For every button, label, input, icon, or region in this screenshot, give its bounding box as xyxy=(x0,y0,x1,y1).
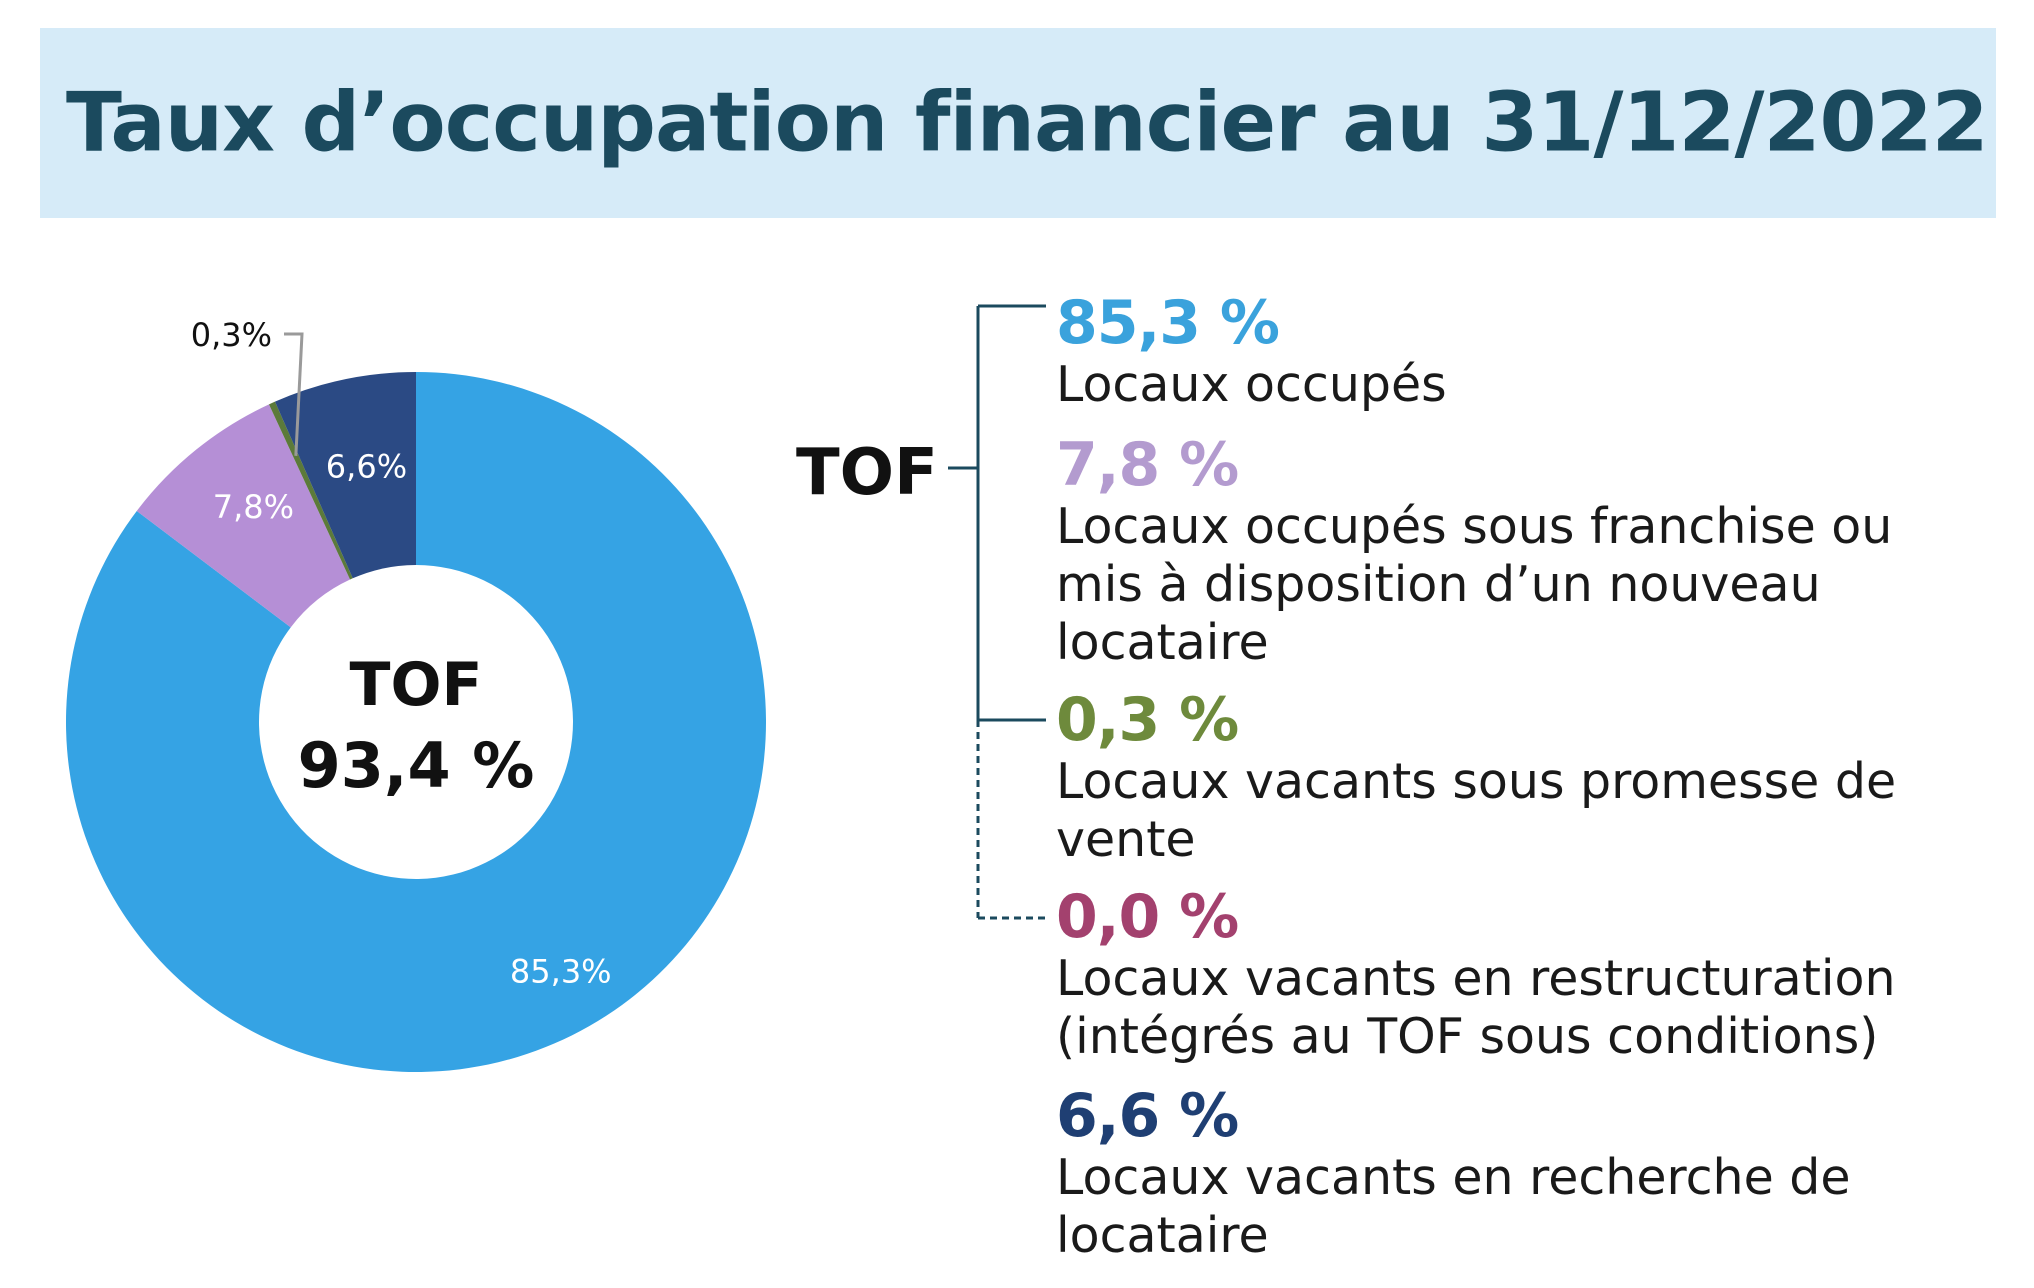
legend-label: mis à disposition d’un nouveau xyxy=(1056,556,1821,613)
slice-label-promesse: 0,3% xyxy=(191,316,272,354)
legend-label: Locaux occupés sous franchise ou xyxy=(1056,498,1893,555)
slice-occupes xyxy=(65,372,767,1073)
legend-value: 0,0 % xyxy=(1056,882,1239,952)
legend-label: Locaux vacants en restructuration xyxy=(1056,950,1896,1007)
legend-label: locataire xyxy=(1056,614,1269,671)
legend-tof-label: TOF xyxy=(796,436,938,510)
legend-bracket xyxy=(948,304,1046,920)
legend-item-recherche: 6,6 % Locaux vacants en recherche de loc… xyxy=(1056,1083,1851,1265)
slice-label-franchise: 7,8% xyxy=(213,488,294,526)
slice-recherche xyxy=(274,372,416,579)
legend-value: 6,6 % xyxy=(1056,1081,1239,1151)
title-banner: Taux d’occupation financier au 31/12/202… xyxy=(40,28,1996,218)
legend-label: Locaux vacants en recherche de xyxy=(1056,1149,1851,1206)
donut-slices xyxy=(65,372,767,1073)
legend-item-occupes: 85,3 % Locaux occupés xyxy=(1056,290,1447,414)
legend-value: 85,3 % xyxy=(1056,288,1280,358)
legend-label: Locaux vacants sous promesse de xyxy=(1056,753,1897,810)
legend-item-promesse: 0,3 % Locaux vacants sous promesse de ve… xyxy=(1056,687,1896,869)
slice-promesse xyxy=(268,401,353,580)
legend-value: 0,3 % xyxy=(1056,685,1239,755)
legend-item-restructuration: 0,0 % Locaux vacants en restructuration … xyxy=(1056,884,1896,1066)
legend-label: Locaux occupés xyxy=(1056,356,1447,413)
center-label-tof: TOF xyxy=(350,650,483,720)
legend-label: vente xyxy=(1056,811,1196,868)
slice-label-occupes: 85,3% xyxy=(510,953,612,991)
slice-label-recherche: 6,6% xyxy=(326,448,407,486)
page-title: Taux d’occupation financier au 31/12/202… xyxy=(66,75,1989,171)
slice-franchise xyxy=(136,404,351,628)
slice-callout-line xyxy=(284,332,304,456)
legend-label: (intégrés au TOF sous conditions) xyxy=(1056,1008,1879,1065)
slice-labels: 85,3% 7,8% 6,6% 0,3% xyxy=(191,316,612,991)
legend-item-franchise: 7,8 % Locaux occupés sous franchise ou m… xyxy=(1056,432,1892,672)
legend-label: locataire xyxy=(1056,1207,1269,1264)
center-label-value: 93,4 % xyxy=(298,729,535,802)
legend-value: 7,8 % xyxy=(1056,430,1239,500)
